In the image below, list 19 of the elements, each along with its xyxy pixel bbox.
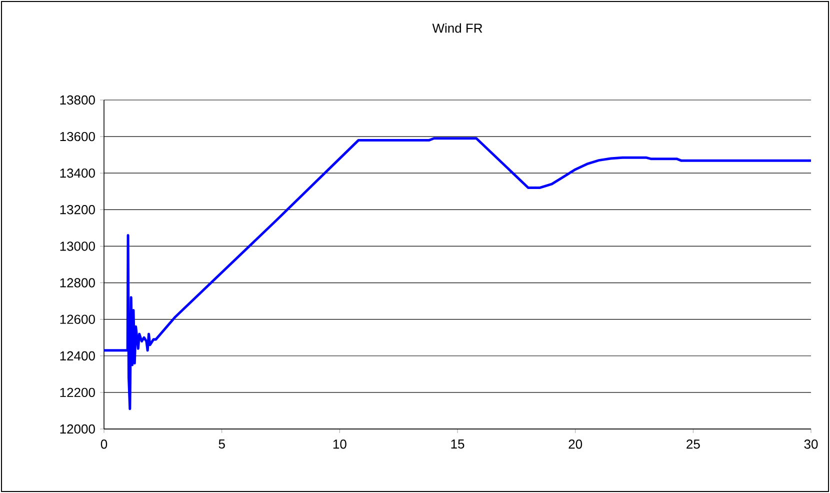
y-tick-label: 12600: [60, 314, 95, 324]
line-series: [102, 137, 812, 410]
chart-title: Wind FR: [432, 23, 482, 33]
y-tick-label: 13600: [60, 132, 95, 142]
y-tick-label: 12000: [60, 424, 95, 434]
y-tick-label: 12400: [60, 351, 95, 360]
x-tick-label: 20: [568, 440, 582, 449]
x-tick-label: 25: [686, 440, 700, 449]
y-tick-label: 13000: [60, 242, 95, 251]
y-tick-label: 13200: [60, 205, 95, 214]
x-tick-label: 10: [333, 440, 346, 449]
y-tick-label: 13800: [60, 95, 95, 105]
y-tick-label: 12200: [60, 388, 95, 398]
y-tick-label: 12800: [60, 278, 95, 288]
x-tick-label: 30: [804, 440, 818, 449]
y-tick-label: 13400: [60, 168, 95, 178]
x-tick-label: 0: [100, 440, 108, 449]
x-tick-label: 15: [451, 440, 464, 449]
x-tick-label: 5: [218, 440, 225, 449]
